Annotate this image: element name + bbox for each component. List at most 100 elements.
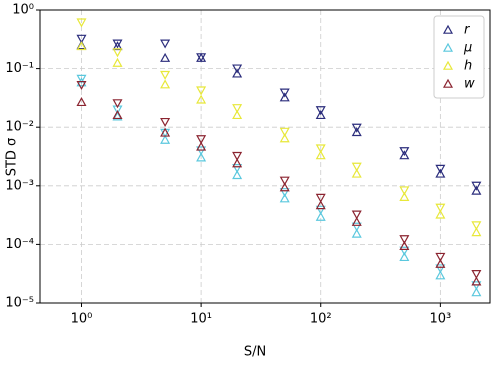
marker-down: [112, 99, 123, 109]
marker-down: [279, 127, 290, 137]
y-tick-label: 10⁻³: [5, 178, 34, 193]
legend-label: h: [464, 59, 472, 74]
marker-down: [315, 205, 326, 215]
marker-down: [232, 164, 243, 174]
marker-up: [351, 216, 362, 226]
marker-down: [160, 39, 171, 49]
y-tick-label: 10⁻¹: [5, 61, 34, 76]
marker-up: [435, 168, 446, 178]
marker-down: [315, 106, 326, 116]
marker-up: [112, 57, 123, 67]
marker-up: [435, 258, 446, 268]
marker-down: [232, 64, 243, 74]
marker-up: [76, 41, 87, 51]
x-axis-label: S/N: [244, 345, 266, 360]
legend-marker: [442, 60, 454, 70]
marker-up: [315, 200, 326, 210]
marker-down: [435, 203, 446, 213]
marker-up: [196, 52, 207, 62]
y-tick-label: 10⁻²: [5, 120, 34, 135]
marker-down: [471, 181, 482, 191]
marker-down: [471, 221, 482, 231]
marker-down: [112, 48, 123, 58]
marker-up: [435, 209, 446, 219]
x-tick-label: 10¹: [190, 312, 212, 327]
marker-down: [435, 164, 446, 174]
marker-down: [399, 246, 410, 256]
marker-down: [76, 18, 87, 28]
marker-up: [279, 133, 290, 143]
marker-up: [196, 94, 207, 104]
marker-up: [315, 150, 326, 160]
marker-down: [279, 188, 290, 198]
marker-down: [279, 176, 290, 186]
marker-up: [351, 168, 362, 178]
marker-up: [160, 79, 171, 89]
marker-up: [112, 110, 123, 120]
marker-up: [160, 52, 171, 62]
legend-label: w: [464, 77, 475, 92]
marker-down: [351, 222, 362, 232]
legend-box: [433, 15, 485, 99]
marker-down: [196, 135, 207, 145]
marker-up: [471, 185, 482, 195]
marker-up: [232, 68, 243, 78]
marker-down: [76, 81, 87, 91]
legend-marker: [442, 42, 454, 52]
marker-down: [351, 210, 362, 220]
legend-label: μ: [463, 41, 472, 56]
marker-down: [399, 147, 410, 157]
x-tick-label: 10⁰: [71, 312, 93, 327]
marker-down: [315, 144, 326, 154]
marker-up: [471, 227, 482, 237]
marker-up: [471, 287, 482, 297]
marker-down: [279, 88, 290, 98]
marker-down: [160, 117, 171, 128]
marker-up: [76, 97, 87, 107]
marker-down: [471, 269, 482, 280]
marker-down: [435, 264, 446, 274]
y-tick-label: 10⁰: [12, 3, 34, 18]
marker-down: [232, 104, 243, 114]
marker-up: [471, 276, 482, 286]
marker-down: [399, 235, 410, 245]
marker-up: [160, 127, 171, 137]
marker-up: [160, 134, 171, 144]
legend-marker: [442, 78, 454, 88]
marker-up: [232, 110, 243, 120]
y-tick-label: 10⁻⁵: [5, 296, 34, 311]
marker-down: [351, 162, 362, 172]
marker-up: [315, 211, 326, 221]
marker-up: [112, 111, 123, 121]
legend-label: r: [464, 23, 471, 38]
x-tick-label: 10²: [310, 312, 332, 327]
marker-up: [399, 191, 410, 201]
marker-down: [196, 86, 207, 96]
marker-up: [351, 127, 362, 137]
marker-up: [315, 110, 326, 120]
marker-up: [232, 170, 243, 180]
marker-down: [315, 193, 326, 203]
y-axis-label: STD σ: [5, 138, 20, 177]
marker-down: [232, 151, 243, 161]
legend-marker: [442, 24, 454, 34]
marker-up: [351, 228, 362, 238]
plot-frame: [39, 9, 491, 304]
marker-down: [351, 123, 362, 133]
marker-down: [435, 252, 446, 262]
marker-up: [279, 182, 290, 192]
marker-up: [279, 92, 290, 102]
marker-up: [112, 41, 123, 51]
marker-down: [399, 186, 410, 196]
x-tick-label: 10³: [429, 312, 451, 327]
marker-up: [279, 193, 290, 203]
marker-up: [399, 251, 410, 262]
marker-down: [76, 74, 87, 84]
marker-up: [196, 152, 207, 162]
marker-up: [399, 240, 410, 250]
marker-up: [196, 141, 207, 151]
marker-up: [399, 150, 410, 160]
y-tick-label: 10⁻⁴: [5, 237, 34, 252]
marker-up: [232, 158, 243, 168]
